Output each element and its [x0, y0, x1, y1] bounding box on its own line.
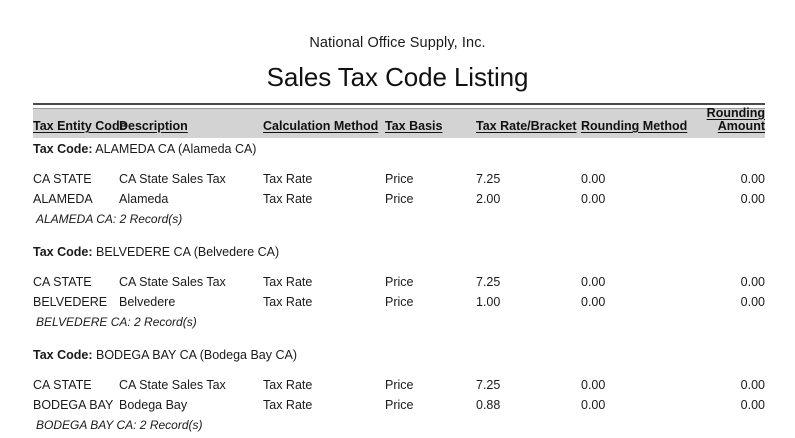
report-header: National Office Supply, Inc. Sales Tax C…: [0, 0, 795, 94]
group-record-count: ALAMEDA CA: 2 Record(s): [36, 212, 183, 226]
column-header-tax-entity-code: Tax Entity Code: [33, 119, 127, 133]
tax-code-group: Tax Code: BODEGA BAY CA (Bodega Bay CA) C…: [33, 344, 765, 435]
report-table: Tax Entity Code Description Calculation …: [33, 103, 765, 435]
cell-calculation-method: Tax Rate: [263, 172, 313, 186]
group-record-count: BODEGA BAY CA: 2 Record(s): [36, 418, 203, 432]
tax-code-label: Tax Code:: [33, 142, 93, 156]
cell-tax-entity-code: ALAMEDA: [33, 192, 93, 206]
group-gap: [33, 229, 765, 241]
tax-code-group-title: Tax Code: BODEGA BAY CA (Bodega Bay CA): [33, 344, 765, 366]
cell-tax-entity-code: BODEGA BAY: [33, 398, 114, 412]
column-header-description: Description: [119, 119, 188, 133]
table-row[interactable]: CA STATE CA State Sales Tax Tax Rate Price 7…: [33, 169, 765, 189]
group-spacer: [33, 263, 765, 272]
tax-code-value: ALAMEDA CA (Alameda CA): [95, 142, 257, 156]
table-row[interactable]: ALAMEDA Alameda Tax Rate Price 2.00 0.00 0.00: [33, 189, 765, 209]
cell-tax-rate-bracket: 2.00: [476, 192, 501, 206]
cell-tax-basis: Price: [385, 378, 414, 392]
tax-code-label: Tax Code:: [33, 348, 93, 362]
tax-code-value: BELVEDERE CA (Belvedere CA): [95, 245, 280, 259]
column-header-calculation-method: Calculation Method: [263, 119, 379, 133]
group-spacer: [33, 366, 765, 375]
tax-code-group: Tax Code: ALAMEDA CA (Alameda CA) CA STAT…: [33, 138, 765, 229]
table-row[interactable]: CA STATE CA State Sales Tax Tax Rate Price 7…: [33, 375, 765, 395]
table-top-rule-thin: [33, 108, 765, 109]
column-header-rounding-method: Rounding Method: [581, 119, 688, 133]
column-header-tax-basis: Tax Basis: [385, 119, 443, 133]
column-header-tax-rate-bracket: Tax Rate/Bracket: [476, 119, 577, 133]
cell-rounding-amount: 0.00: [740, 398, 765, 412]
cell-rounding-amount: 0.00: [740, 192, 765, 206]
table-row[interactable]: BELVEDERE Belvedere Tax Rate Price 1.00 0.00 0…: [33, 292, 765, 312]
cell-calculation-method: Tax Rate: [263, 192, 313, 206]
cell-rounding-amount: 0.00: [740, 172, 765, 186]
tax-code-group-title: Tax Code: BELVEDERE CA (Belvedere CA): [33, 241, 765, 263]
cell-description: Alameda: [119, 192, 169, 206]
cell-tax-rate-bracket: 7.25: [476, 172, 501, 186]
table-top-rule-thick: [33, 103, 765, 105]
cell-tax-basis: Price: [385, 172, 414, 186]
cell-tax-basis: Price: [385, 398, 414, 412]
table-body: Tax Code: ALAMEDA CA (Alameda CA) CA STAT…: [33, 138, 765, 435]
cell-rounding-amount: 0.00: [740, 295, 765, 309]
group-spacer: [33, 160, 765, 169]
cell-tax-entity-code: BELVEDERE: [33, 295, 108, 309]
cell-rounding-amount: 0.00: [740, 275, 765, 289]
cell-tax-rate-bracket: 7.25: [476, 378, 501, 392]
cell-calculation-method: Tax Rate: [263, 378, 313, 392]
cell-calculation-method: Tax Rate: [263, 295, 313, 309]
tax-code-group: Tax Code: BELVEDERE CA (Belvedere CA) CA …: [33, 241, 765, 332]
cell-calculation-method: Tax Rate: [263, 398, 313, 412]
group-record-count: BELVEDERE CA: 2 Record(s): [36, 315, 197, 329]
cell-tax-basis: Price: [385, 192, 414, 206]
cell-description: Bodega Bay: [119, 398, 188, 412]
tax-code-group-title: Tax Code: ALAMEDA CA (Alameda CA): [33, 138, 765, 160]
tax-code-label: Tax Code:: [33, 245, 93, 259]
cell-rounding-method: 0.00: [581, 378, 606, 392]
column-header-rounding-amount: Amount: [717, 119, 765, 133]
cell-rounding-method: 0.00: [581, 172, 606, 186]
table-header-row: Tax Entity Code Description Calculation …: [33, 106, 765, 138]
table-row[interactable]: BODEGA BAY Bodega Bay Tax Rate Price 0.88 0.0…: [33, 395, 765, 415]
cell-tax-rate-bracket: 1.00: [476, 295, 501, 309]
cell-calculation-method: Tax Rate: [263, 275, 313, 289]
cell-description: Belvedere: [119, 295, 176, 309]
cell-tax-basis: Price: [385, 275, 414, 289]
cell-rounding-method: 0.00: [581, 295, 606, 309]
table-rule-gap: [33, 105, 765, 108]
cell-tax-entity-code: CA STATE: [33, 275, 92, 289]
cell-description: CA State Sales Tax: [119, 172, 226, 186]
cell-tax-entity-code: CA STATE: [33, 378, 92, 392]
cell-rounding-method: 0.00: [581, 398, 606, 412]
table-row[interactable]: CA STATE CA State Sales Tax Tax Rate Price 7…: [33, 272, 765, 292]
cell-description: CA State Sales Tax: [119, 378, 226, 392]
column-header-rounding-amount-line1: Rounding: [706, 106, 765, 120]
company-name: National Office Supply, Inc.: [309, 35, 486, 51]
cell-rounding-method: 0.00: [581, 192, 606, 206]
cell-description: CA State Sales Tax: [119, 275, 226, 289]
cell-tax-entity-code: CA STATE: [33, 172, 92, 186]
cell-tax-rate-bracket: 0.88: [476, 398, 501, 412]
cell-rounding-method: 0.00: [581, 275, 606, 289]
cell-tax-basis: Price: [385, 295, 414, 309]
tax-code-value: BODEGA BAY CA (Bodega Bay CA): [95, 348, 298, 362]
group-gap: [33, 332, 765, 344]
cell-rounding-amount: 0.00: [740, 378, 765, 392]
report-title: Sales Tax Code Listing: [266, 62, 529, 93]
cell-tax-rate-bracket: 7.25: [476, 275, 501, 289]
